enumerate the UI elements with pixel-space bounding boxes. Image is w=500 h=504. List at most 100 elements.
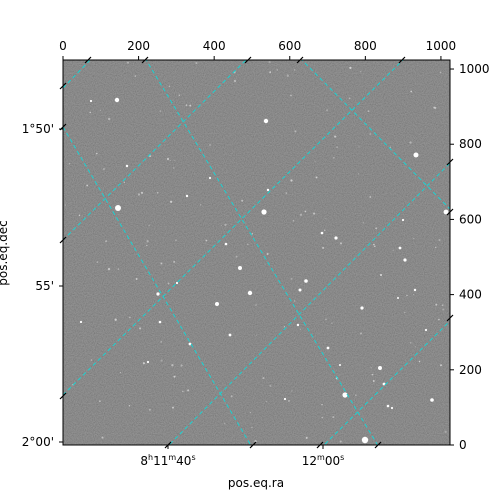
faint-star [96, 261, 99, 263]
faint-star [208, 143, 212, 146]
faint-star [339, 242, 343, 245]
faint-star [149, 155, 152, 158]
faint-star [265, 400, 268, 403]
faint-star [442, 308, 445, 311]
faint-star [90, 359, 93, 361]
star [146, 360, 150, 364]
faint-star [355, 394, 357, 396]
faint-star [173, 167, 175, 169]
star [158, 320, 162, 324]
faint-star [291, 390, 293, 392]
star [228, 333, 232, 337]
faint-star [160, 341, 162, 343]
grid-line [323, 320, 450, 445]
star [320, 231, 324, 235]
faint-star [331, 322, 333, 324]
coordinate-grid [63, 60, 450, 445]
faint-star [241, 199, 244, 202]
faint-star [128, 405, 131, 407]
faint-star [146, 244, 148, 247]
faint-star [175, 239, 177, 241]
faint-star [369, 196, 372, 198]
faint-star [325, 318, 327, 320]
faint-star [304, 210, 307, 213]
faint-star [404, 311, 406, 313]
faint-star [173, 375, 176, 378]
grid-edge-tick [164, 441, 172, 449]
faint-star [86, 184, 89, 187]
faint-star [160, 359, 163, 362]
star [156, 292, 160, 296]
faint-star [440, 364, 442, 367]
bottom-tick-label: 12m00s [302, 453, 345, 468]
star [247, 290, 253, 296]
image-frame [62, 59, 451, 446]
faint-star [255, 304, 257, 306]
star [283, 397, 287, 401]
faint-star [129, 316, 131, 319]
stars-layer [64, 61, 449, 444]
faint-star [322, 246, 325, 249]
star [424, 328, 428, 332]
faint-star [434, 246, 437, 249]
top-tick-label: 800 [354, 39, 377, 53]
star [188, 342, 192, 346]
faint-star [367, 110, 370, 113]
grid-edge-tick [59, 123, 67, 131]
faint-star [349, 66, 352, 70]
faint-star [247, 243, 249, 245]
faint-star [224, 223, 227, 227]
faint-star [137, 193, 141, 196]
star [403, 258, 407, 262]
star [360, 306, 364, 310]
faint-star [187, 389, 190, 392]
faint-star [283, 326, 286, 328]
grid-edge-tick [59, 392, 67, 400]
faint-star [360, 71, 362, 73]
faint-star [370, 367, 372, 369]
faint-star [332, 416, 335, 419]
faint-star [254, 440, 257, 443]
faint-star [141, 191, 143, 194]
right-tick-label: 1000 [459, 62, 490, 76]
faint-star [78, 214, 81, 217]
star [326, 346, 330, 350]
right-tick-label: 200 [459, 363, 482, 377]
grid-edge-tick [59, 82, 67, 90]
faint-star [358, 146, 360, 148]
y-axis-label: pos.eq.dec [0, 220, 10, 285]
faint-star [126, 61, 130, 64]
faint-star [182, 390, 184, 393]
faint-star [108, 117, 111, 121]
faint-star [269, 71, 272, 74]
faint-star [135, 278, 138, 280]
grid-line [63, 60, 404, 396]
left-tick-label: 2°00' [22, 435, 54, 449]
faint-star [99, 400, 101, 402]
grid-edge-tick [84, 56, 92, 64]
faint-star [290, 277, 293, 280]
faint-star [95, 152, 98, 155]
grid-edge-tick [446, 158, 454, 166]
faint-star [173, 159, 175, 162]
faint-star [418, 360, 421, 363]
star [398, 246, 402, 250]
faint-star [230, 395, 233, 398]
faint-star [293, 69, 296, 71]
faint-star [285, 192, 288, 194]
faint-star [224, 422, 226, 425]
faint-star [119, 372, 121, 374]
faint-star [102, 168, 105, 171]
faint-star [357, 173, 360, 175]
star [443, 209, 449, 215]
star [334, 236, 338, 240]
star [430, 398, 434, 402]
faint-star [374, 245, 376, 248]
bottom-axis: 8h11m40s 12m00s [140, 445, 344, 468]
faint-star [409, 141, 412, 144]
faint-star [372, 380, 375, 382]
star [114, 97, 120, 103]
star [175, 281, 179, 285]
faint-star [348, 97, 351, 100]
